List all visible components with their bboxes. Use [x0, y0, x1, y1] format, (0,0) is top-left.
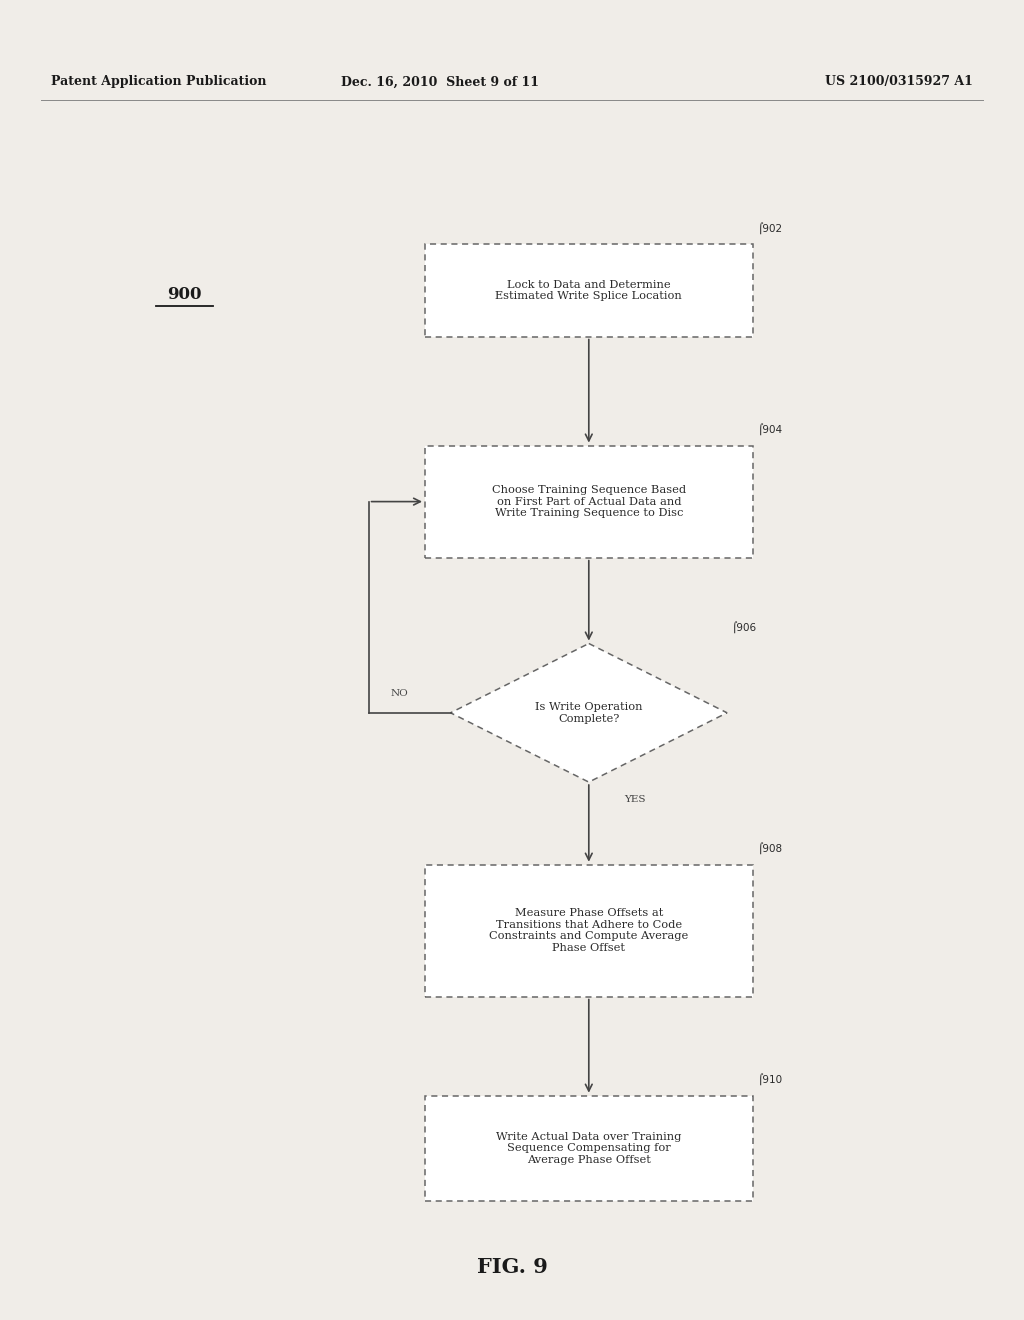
- Text: Is Write Operation
Complete?: Is Write Operation Complete?: [536, 702, 642, 723]
- Text: Patent Application Publication: Patent Application Publication: [51, 75, 266, 88]
- Text: FIG. 9: FIG. 9: [476, 1257, 548, 1278]
- Text: Write Actual Data over Training
Sequence Compensating for
Average Phase Offset: Write Actual Data over Training Sequence…: [496, 1131, 682, 1166]
- Text: ⌠902: ⌠902: [758, 222, 783, 234]
- FancyBboxPatch shape: [425, 865, 753, 997]
- Text: Choose Training Sequence Based
on First Part of Actual Data and
Write Training S: Choose Training Sequence Based on First …: [492, 484, 686, 519]
- Text: ⌠908: ⌠908: [758, 842, 783, 854]
- FancyBboxPatch shape: [425, 244, 753, 337]
- FancyBboxPatch shape: [425, 446, 753, 557]
- FancyBboxPatch shape: [425, 1096, 753, 1201]
- Polygon shape: [451, 643, 727, 781]
- Text: ⌠906: ⌠906: [732, 620, 758, 632]
- Text: 900: 900: [167, 286, 202, 302]
- Text: US 2100/0315927 A1: US 2100/0315927 A1: [825, 75, 973, 88]
- Text: ⌠904: ⌠904: [758, 422, 783, 436]
- Text: Measure Phase Offsets at
Transitions that Adhere to Code
Constraints and Compute: Measure Phase Offsets at Transitions tha…: [489, 908, 688, 953]
- Text: YES: YES: [625, 795, 646, 804]
- Text: ⌠910: ⌠910: [758, 1073, 783, 1085]
- Text: Dec. 16, 2010  Sheet 9 of 11: Dec. 16, 2010 Sheet 9 of 11: [341, 75, 540, 88]
- Text: Lock to Data and Determine
Estimated Write Splice Location: Lock to Data and Determine Estimated Wri…: [496, 280, 682, 301]
- Text: NO: NO: [390, 689, 409, 697]
